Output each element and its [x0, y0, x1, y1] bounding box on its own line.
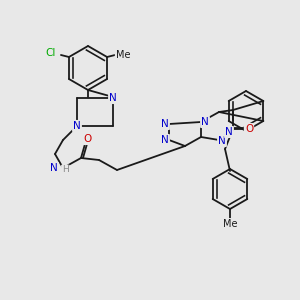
Text: N: N: [73, 121, 81, 131]
Text: N: N: [161, 119, 169, 129]
Text: H: H: [62, 166, 69, 175]
Text: N: N: [218, 136, 226, 146]
Text: N: N: [109, 93, 117, 103]
Text: Cl: Cl: [46, 48, 56, 58]
Text: N: N: [201, 117, 209, 127]
Text: O: O: [83, 134, 91, 144]
Text: N: N: [161, 135, 169, 145]
Text: N: N: [225, 127, 233, 137]
Text: N: N: [50, 163, 58, 173]
Text: Me: Me: [223, 219, 237, 229]
Text: O: O: [245, 124, 253, 134]
Text: Me: Me: [116, 50, 130, 60]
